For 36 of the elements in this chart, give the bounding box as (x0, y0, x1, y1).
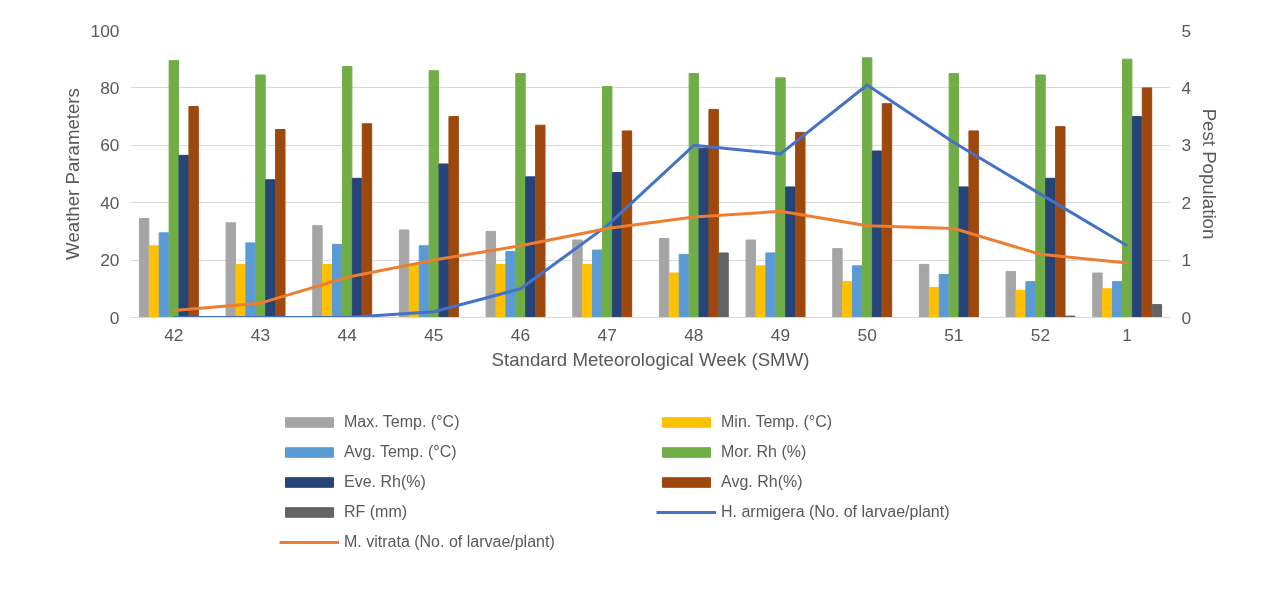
legend-label: Max. Temp. (°C) (344, 413, 461, 431)
y2-tick-label: 0 (1181, 307, 1192, 328)
y2-tick-label: 4 (1181, 77, 1192, 98)
y-axis-title: Weather Parameters (61, 88, 83, 260)
y2-tick-label: 2 (1181, 192, 1192, 213)
x-tick-label: 50 (857, 324, 877, 345)
y2-tick-label: 5 (1181, 20, 1192, 41)
legend-label: H. armigera (No. of larvae/plant) (721, 503, 951, 521)
x-tick-label: 1 (1122, 324, 1132, 345)
legend-label: Mor. Rh (%) (721, 443, 808, 461)
y-tick-label: 0 (109, 307, 120, 328)
x-tick-label: 46 (510, 324, 531, 345)
y-tick-label: 80 (100, 77, 120, 98)
x-tick-label: 42 (164, 324, 184, 345)
legend-label: Avg. Temp. (°C) (344, 443, 458, 461)
x-tick-label: 52 (1030, 324, 1051, 345)
legend-label: Min. Temp. (°C) (721, 413, 833, 431)
y2-tick-label: 3 (1181, 135, 1192, 156)
x-tick-label: 43 (250, 324, 271, 345)
legend-label: Avg. Rh(%) (721, 473, 804, 491)
x-tick-label: 49 (770, 324, 791, 345)
legend-label: RF (mm) (344, 503, 409, 521)
x-tick-label: 47 (597, 324, 617, 345)
x-axis-title: Standard Meteorological Week (SMW) (491, 348, 810, 370)
y-tick-label: 40 (100, 192, 120, 213)
y-tick-label: 60 (100, 135, 120, 156)
y2-tick-label: 1 (1181, 250, 1192, 271)
x-tick-label: 44 (337, 324, 358, 345)
x-tick-label: 45 (424, 324, 444, 345)
y2-axis-title: Pest Population (1199, 108, 1221, 240)
legend-label: Eve. Rh(%) (344, 473, 427, 491)
y-tick-label: 20 (100, 250, 120, 271)
y-tick-label: 100 (90, 20, 120, 41)
legend-label: M. vitrata (No. of larvae/plant) (344, 533, 556, 551)
x-tick-label: 51 (944, 324, 964, 345)
x-tick-label: 48 (684, 324, 704, 345)
